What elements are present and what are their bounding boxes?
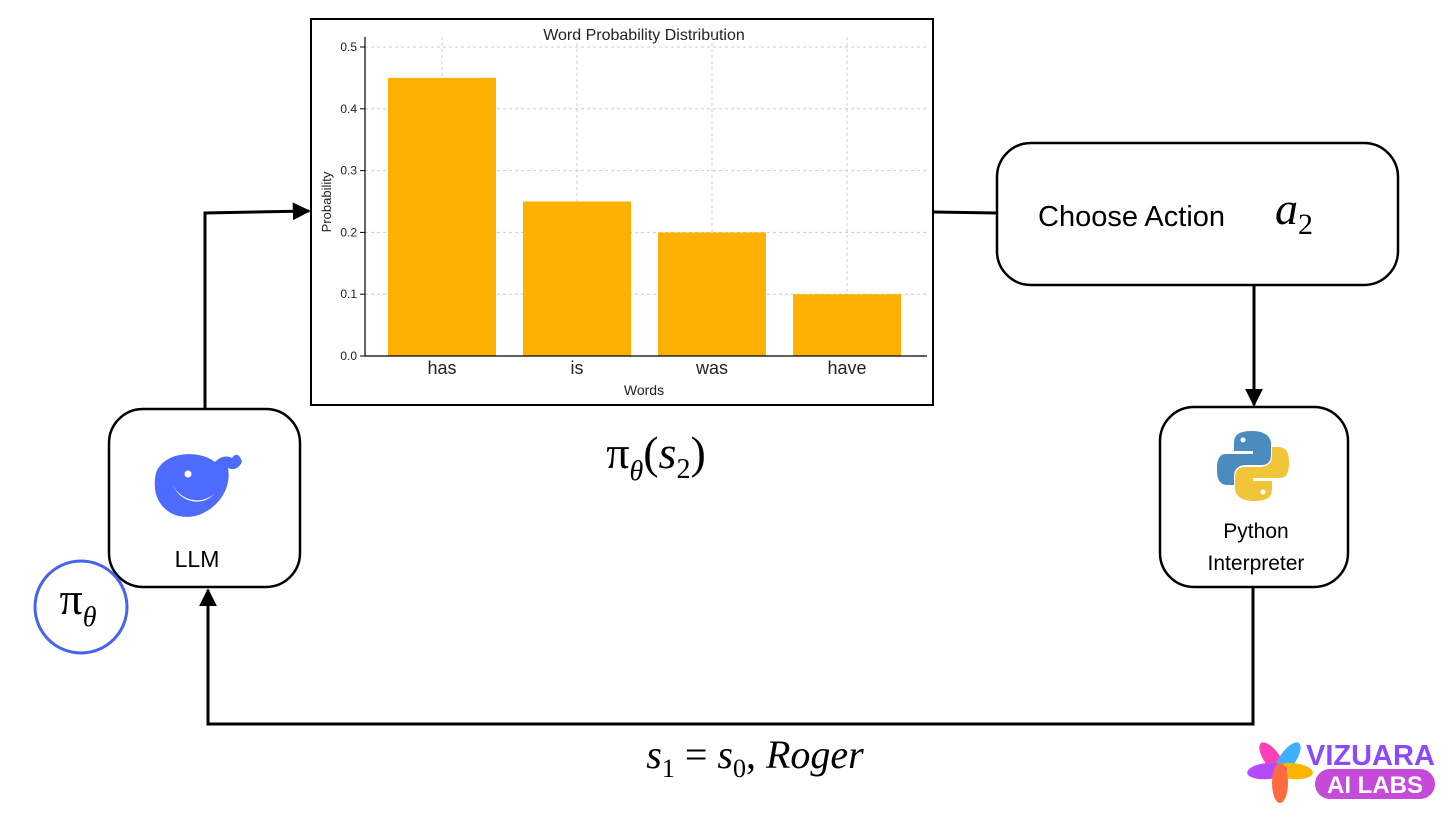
- x-tick-label: have: [827, 358, 866, 378]
- y-tick-label: 0.1: [340, 287, 357, 301]
- policy-circle: [33, 559, 129, 655]
- symbol: a: [1275, 183, 1298, 234]
- symbol: s: [659, 427, 677, 478]
- subscript: 2: [676, 454, 690, 485]
- action-symbol: a2: [1275, 183, 1313, 241]
- action-label: Choose Action: [1038, 201, 1225, 233]
- subscript: θ: [629, 456, 643, 487]
- y-tick-label: 0.4: [340, 102, 357, 116]
- connectors: [199, 202, 1263, 726]
- y-axis-label: Probability: [319, 171, 334, 232]
- logo-bottom: AI LABS: [1327, 772, 1423, 799]
- policy-symbol: πθ: [60, 573, 97, 633]
- y-tick-label: 0.5: [340, 40, 357, 54]
- symbol: s: [717, 732, 733, 777]
- symbol: s: [646, 732, 662, 777]
- y-tick-label: 0.0: [340, 349, 357, 363]
- y-tick-label: 0.3: [340, 164, 357, 178]
- chart-title: Word Probability Distribution: [543, 27, 745, 44]
- python-label: Interpreter: [1208, 552, 1305, 575]
- symbol: ): [690, 427, 705, 478]
- logo-top: VIZUARA: [1306, 740, 1435, 772]
- action-box: [995, 141, 1400, 287]
- bar: [388, 77, 496, 357]
- bar: [793, 294, 901, 356]
- llm-label: LLM: [175, 546, 220, 572]
- chart: Word Probability Distribution Words Prob…: [319, 27, 927, 398]
- policy-output: πθ(s2): [606, 427, 706, 487]
- subscript: 0: [733, 754, 746, 783]
- symbol: =: [675, 732, 718, 777]
- x-axis-label: Words: [624, 382, 664, 398]
- x-tick-label: has: [427, 358, 456, 378]
- x-tick-label: was: [695, 358, 728, 378]
- arrow-llm-to-chart: [203, 202, 311, 409]
- symbol: Roger: [765, 732, 864, 777]
- x-tick-label: is: [571, 358, 584, 378]
- symbol: π: [606, 427, 629, 478]
- line-chart-to-action: [932, 210, 998, 215]
- python-label: Python: [1223, 520, 1288, 543]
- logo: VIZUARA AI LABS: [1247, 740, 1435, 803]
- y-tick-label: 0.2: [340, 225, 357, 239]
- symbol: (: [643, 427, 658, 478]
- bar: [658, 232, 766, 356]
- subscript: 1: [662, 754, 675, 783]
- python-icon: [1217, 431, 1289, 501]
- bar: [523, 201, 631, 356]
- whale-icon: [154, 454, 242, 517]
- symbol: ,: [746, 732, 766, 777]
- logo-pill: [1315, 769, 1435, 799]
- subscript: θ: [83, 602, 97, 633]
- arrow-python-to-llm: [199, 587, 1255, 726]
- transition-label: s1 = s0, Roger: [646, 732, 864, 783]
- subscript: 2: [1298, 208, 1313, 241]
- symbol: π: [60, 573, 83, 624]
